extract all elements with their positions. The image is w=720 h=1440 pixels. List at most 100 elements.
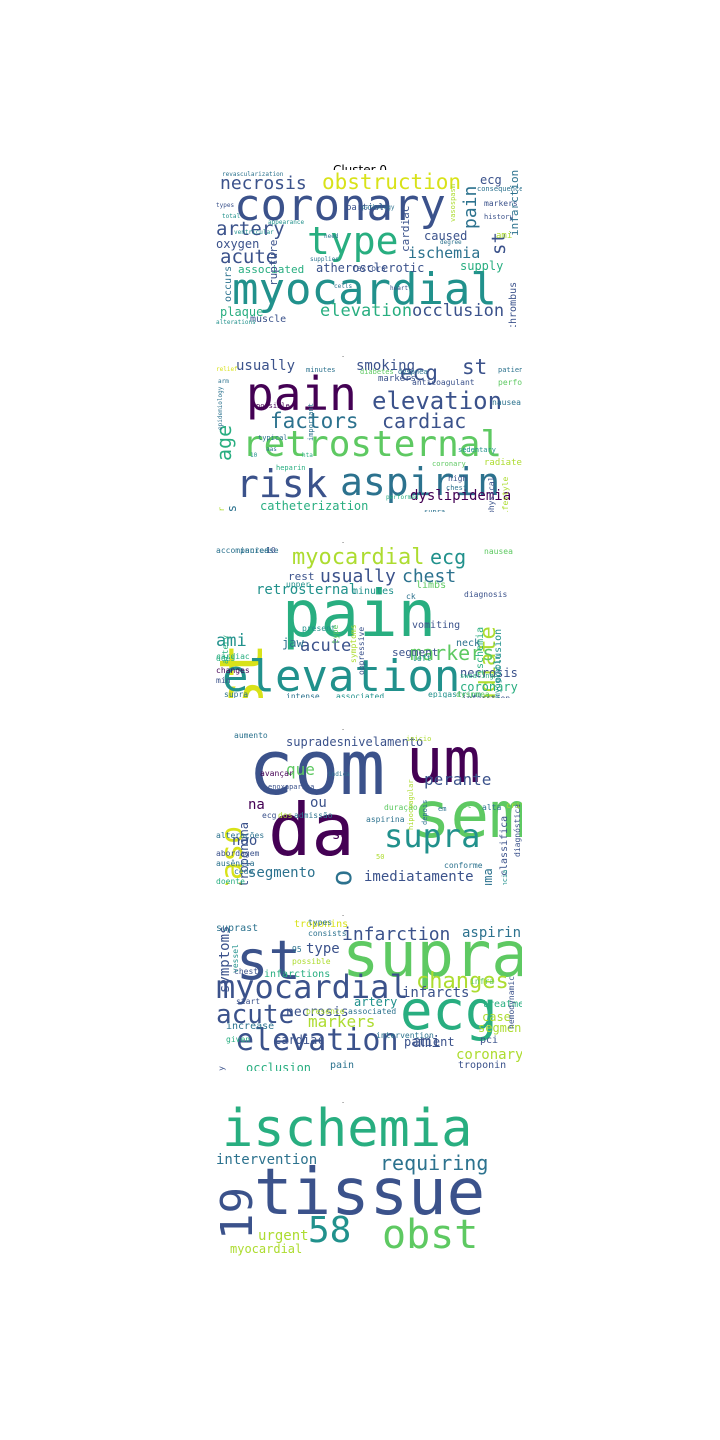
cluster-3-wordcloud: comumsemdacasosupracomoperanteimediatame… [212, 730, 522, 885]
word: associated [336, 692, 385, 699]
word: left [412, 654, 432, 663]
word: minutes [306, 366, 336, 374]
word: se [332, 827, 349, 843]
word: type [306, 941, 340, 957]
word: nausea [484, 547, 513, 556]
word: markers [378, 374, 416, 384]
word: coronary [460, 680, 518, 694]
word: coronary [234, 180, 446, 231]
word: st [462, 357, 488, 379]
word: minutes [352, 586, 395, 597]
cluster-1-wordcloud: pain retrosternal risk aspirin elevation fact… [212, 357, 522, 512]
word: infarctions [264, 969, 331, 980]
word: 10 [250, 452, 258, 459]
word: obstruction [322, 170, 462, 194]
word: hemodynamic [507, 975, 516, 1029]
word: aas [266, 446, 277, 453]
word: urgent [258, 1228, 309, 1244]
word: performed [386, 494, 419, 501]
word: elevation [372, 387, 503, 415]
word: 10 [266, 546, 276, 555]
word: artery [216, 218, 285, 240]
word: need [324, 233, 339, 240]
word: changes [216, 666, 250, 675]
word: pain [282, 578, 437, 652]
word: presence [306, 1007, 345, 1016]
word: perante [424, 770, 492, 789]
word: epidemiology [217, 386, 224, 431]
word: supply [460, 259, 504, 273]
word: cardiac [382, 409, 467, 433]
word: factors [352, 264, 386, 273]
word: ami [216, 631, 247, 651]
word: supra [224, 690, 249, 699]
word: infra [470, 977, 495, 986]
word: com [248, 730, 386, 812]
word: typical [258, 434, 288, 442]
cluster-5-wordcloud: ischemia tissue 19 obst 58 requiring intervent… [212, 1103, 522, 1258]
word: supra [342, 918, 522, 991]
word: smoking [356, 358, 416, 374]
cluster-2-wordcloud: pain st elevation myocardial ecg usually chest… [212, 543, 522, 698]
word: necrosis [460, 666, 518, 680]
word: acute [220, 246, 278, 268]
word: consists [308, 929, 347, 938]
word: em [438, 805, 447, 813]
word: types [216, 202, 235, 209]
word: abordagem [216, 849, 260, 858]
word: crité [506, 801, 522, 810]
word: infarcts [402, 985, 470, 1001]
word: dyslipidemia [410, 488, 512, 504]
word: myocardial [216, 968, 409, 1006]
word: troponins [294, 919, 349, 930]
word: ami [412, 1032, 441, 1051]
word: associated [238, 263, 305, 276]
word: pain [330, 1060, 355, 1071]
word: dos [278, 811, 293, 820]
word: retrosternal [242, 424, 503, 465]
word: necrosis [220, 173, 307, 194]
word: acute [300, 636, 352, 656]
word: occlusion [246, 1061, 312, 1071]
word: min [216, 676, 231, 685]
word: avançar [260, 769, 294, 778]
word: aspirin [340, 460, 501, 504]
word: hta [302, 452, 313, 459]
word: vomiting [412, 620, 461, 631]
word: diagnóstica [513, 803, 522, 857]
word: chest [446, 484, 468, 492]
word: relief [216, 366, 238, 373]
word: ou [310, 795, 327, 811]
word: aspirin [462, 925, 522, 941]
word: cede [234, 867, 254, 876]
word: nausea [492, 398, 521, 407]
word: indica [328, 771, 350, 778]
word: acute [216, 1000, 295, 1030]
word: usually [320, 566, 396, 587]
word: increase [226, 1021, 275, 1032]
word: type [331, 624, 340, 645]
word: start [236, 997, 261, 1006]
word: shoulders [225, 505, 239, 512]
word: segment [392, 646, 439, 659]
word: da [268, 788, 355, 872]
word: myoglobin [493, 654, 502, 698]
word: supplies [310, 256, 339, 263]
word: plaque [220, 305, 264, 319]
word: heparin [276, 464, 306, 472]
word: ck [406, 592, 416, 601]
word: ami [496, 231, 513, 241]
word: ecg [400, 979, 498, 1042]
word: que [286, 760, 315, 779]
word: cells [334, 283, 353, 290]
word: patient [498, 366, 522, 374]
word: intense [286, 692, 320, 699]
word: sweating [460, 672, 494, 680]
word: thrombus [508, 281, 519, 327]
word: ticagrelor [217, 507, 226, 512]
word: ausência [216, 859, 255, 868]
word: um [406, 730, 481, 797]
word: hipocoagular [407, 779, 415, 831]
word: treatment [482, 999, 522, 1010]
word: artery [354, 995, 398, 1009]
